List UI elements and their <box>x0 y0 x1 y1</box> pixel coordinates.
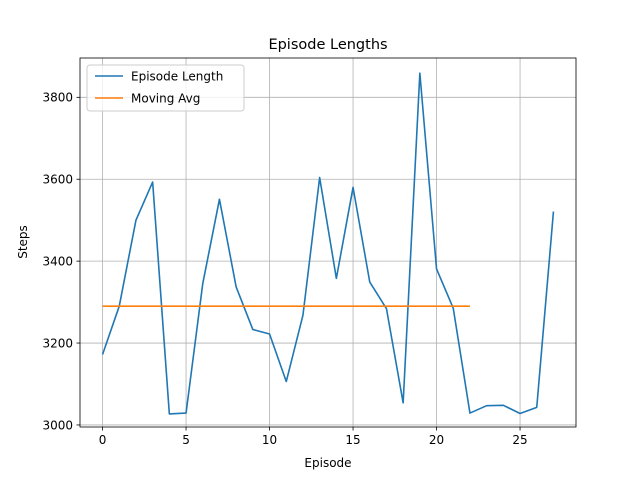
plot-area-frame <box>79 57 577 428</box>
x-tick-label: 25 <box>512 433 527 447</box>
axes: 0 5 10 15 20 25 3000 3200 3400 3600 3800 <box>42 91 527 447</box>
chart-legend: Episode Length Moving Avg <box>86 64 245 112</box>
y-tick-label: 3800 <box>42 91 73 105</box>
legend-box <box>86 64 245 112</box>
legend-label-moving-avg: Moving Avg <box>131 92 200 106</box>
chart-title: Episode Lengths <box>268 37 387 53</box>
y-tick-label: 3000 <box>42 418 73 432</box>
x-tick-label: 20 <box>429 433 444 447</box>
series-lines <box>101 72 555 415</box>
series-line-episode-length <box>101 72 555 415</box>
x-tick-label: 10 <box>262 433 277 447</box>
y-axis-label: Steps <box>16 225 30 259</box>
y-tick-label: 3600 <box>42 173 73 187</box>
x-tick-label: 15 <box>345 433 360 447</box>
x-tick-label: 5 <box>182 433 190 447</box>
y-tick-label: 3200 <box>42 336 73 350</box>
x-axis-label: Episode <box>304 456 351 470</box>
y-tick-label: 3400 <box>42 254 73 268</box>
legend-label-episode-length: Episode Length <box>131 70 223 84</box>
x-tick-label: 0 <box>99 433 107 447</box>
grid-lines <box>80 58 576 427</box>
